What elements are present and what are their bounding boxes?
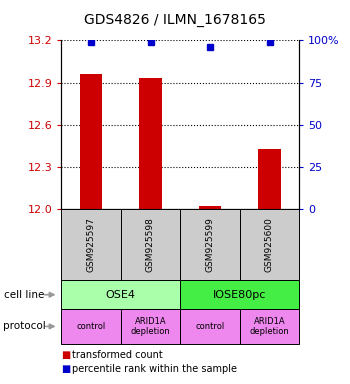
- Text: GSM925600: GSM925600: [265, 217, 274, 272]
- Text: control: control: [76, 322, 106, 331]
- Text: transformed count: transformed count: [72, 350, 162, 360]
- Text: GSM925597: GSM925597: [86, 217, 96, 272]
- Text: percentile rank within the sample: percentile rank within the sample: [72, 364, 237, 374]
- Text: ■: ■: [61, 364, 70, 374]
- Text: control: control: [195, 322, 225, 331]
- Text: GSM925598: GSM925598: [146, 217, 155, 272]
- Text: protocol: protocol: [4, 321, 46, 331]
- Bar: [80, 74, 102, 209]
- Text: cell line: cell line: [4, 290, 44, 300]
- Bar: [139, 78, 162, 209]
- Text: IOSE80pc: IOSE80pc: [213, 290, 266, 300]
- Bar: [199, 207, 221, 209]
- Text: OSE4: OSE4: [106, 290, 136, 300]
- Bar: [258, 149, 281, 209]
- Text: ■: ■: [61, 350, 70, 360]
- Text: ARID1A
depletion: ARID1A depletion: [131, 317, 170, 336]
- Text: GSM925599: GSM925599: [205, 217, 215, 272]
- Text: ARID1A
depletion: ARID1A depletion: [250, 317, 289, 336]
- Text: GDS4826 / ILMN_1678165: GDS4826 / ILMN_1678165: [84, 13, 266, 27]
